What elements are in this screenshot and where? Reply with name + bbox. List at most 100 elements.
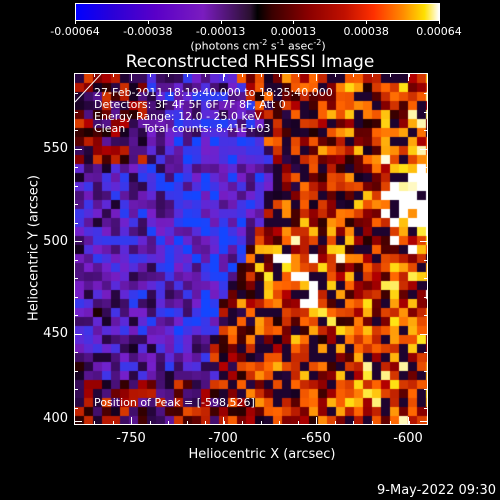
x-tick-label: -650 [301, 431, 331, 446]
axis-tick [131, 73, 132, 81]
info-clean-counts: Clean Total counts: 8.41E+03 [94, 122, 271, 135]
colorbar-tick-label: -0.00064 [50, 25, 100, 38]
colorbar-tick [293, 20, 295, 24]
axis-tick [424, 334, 428, 335]
axis-tick [424, 112, 428, 113]
axis-tick [74, 149, 82, 150]
image-plot-area[interactable] [74, 73, 428, 425]
axis-tick [390, 73, 391, 77]
heatmap-image [75, 74, 427, 424]
axis-tick [150, 73, 151, 77]
axis-tick [74, 315, 78, 316]
axis-tick [74, 352, 78, 353]
axis-tick [223, 417, 224, 425]
axis-tick [74, 334, 82, 335]
x-tick-label: -750 [116, 431, 146, 446]
axis-tick [424, 315, 428, 316]
axis-tick [74, 241, 78, 242]
y-tick-label: 450 [43, 326, 68, 341]
axis-tick [74, 408, 78, 409]
colorbar-tick [75, 20, 76, 24]
axis-tick [187, 421, 188, 425]
info-detectors: Detectors: 3F 4F 5F 6F 7F 8F, Att 0 [94, 98, 286, 111]
axis-tick [74, 149, 78, 150]
axis-tick [424, 278, 428, 279]
axis-tick [261, 73, 262, 77]
corner-line [75, 74, 102, 103]
axis-tick [424, 223, 428, 224]
axis-tick [74, 241, 82, 242]
colorbar-tick [366, 20, 368, 24]
axis-tick [168, 421, 169, 425]
axis-tick [74, 278, 78, 279]
axis-tick [261, 421, 262, 425]
axis-tick [150, 421, 151, 425]
axis-tick [424, 260, 428, 261]
peak-position-text: Position of Peak = [-598,526] [94, 396, 255, 409]
axis-tick [353, 73, 354, 77]
colorbar-tick [439, 20, 440, 24]
axis-tick [224, 421, 225, 425]
axis-tick [316, 421, 317, 425]
axis-tick [316, 73, 317, 81]
axis-tick [424, 93, 428, 94]
colorbar-tick-label: 0.00064 [416, 25, 462, 38]
axis-tick [113, 421, 114, 425]
axis-tick [335, 73, 336, 77]
axis-tick [424, 149, 428, 150]
axis-tick [424, 204, 428, 205]
axis-tick [409, 73, 410, 77]
axis-tick [74, 389, 78, 390]
y-axis-label: Heliocentric Y (arcsec) [26, 175, 42, 321]
axis-tick [187, 73, 188, 77]
axis-tick [427, 421, 428, 425]
axis-tick [74, 93, 78, 94]
axis-tick [424, 130, 428, 131]
axis-tick [279, 73, 280, 77]
axis-tick [74, 334, 78, 335]
axis-tick [74, 112, 78, 113]
axis-tick [316, 73, 317, 77]
axis-tick [335, 421, 336, 425]
axis-tick [424, 297, 428, 298]
colorbar-tick-label: 0.00013 [270, 25, 317, 38]
axis-tick [424, 241, 428, 242]
axis-tick [424, 408, 428, 409]
axis-tick [74, 421, 82, 422]
colorbar-tick-label: -0.00013 [195, 25, 246, 38]
axis-tick [131, 421, 132, 425]
axis-tick [372, 421, 373, 425]
axis-tick [279, 421, 280, 425]
axis-tick [242, 421, 243, 425]
axis-tick [424, 167, 428, 168]
axis-tick [298, 421, 299, 425]
colorbar-tick [220, 20, 222, 24]
axis-tick [372, 73, 373, 77]
colorbar-tick-label: 0.00038 [343, 25, 389, 38]
axis-tick [168, 73, 169, 77]
info-energy-range: Energy Range: 12.0 - 25.0 keV [94, 110, 262, 123]
y-tick-label: 400 [43, 411, 68, 426]
axis-tick [424, 186, 428, 187]
y-tick-label: 550 [43, 141, 68, 156]
timestamp: 9-May-2022 09:30 [377, 483, 496, 498]
plot-title: Reconstructed RHESSI Image [125, 52, 375, 72]
axis-tick [223, 73, 224, 81]
axis-tick [74, 130, 78, 131]
axis-tick [409, 421, 410, 425]
axis-tick [205, 73, 206, 77]
axis-tick [74, 223, 78, 224]
axis-tick [224, 73, 225, 77]
colorbar-tick [147, 20, 149, 24]
axis-tick [420, 421, 428, 422]
colorbar-units: (photons cm-2 s-1 asec-2) [190, 38, 326, 53]
y-tick-label: 500 [43, 234, 68, 249]
x-tick-label: -700 [208, 431, 238, 446]
axis-tick [74, 167, 78, 168]
axis-tick [74, 371, 78, 372]
axis-tick [427, 73, 428, 77]
axis-tick [74, 204, 78, 205]
axis-tick [424, 352, 428, 353]
axis-tick [94, 73, 95, 77]
axis-tick [131, 73, 132, 77]
